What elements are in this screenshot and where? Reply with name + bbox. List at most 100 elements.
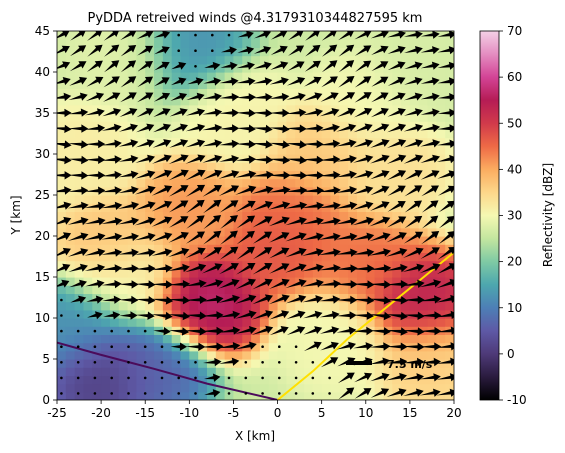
wind-vector (118, 186, 139, 195)
wind-vector (285, 294, 307, 304)
wind-vector (235, 294, 257, 304)
reflectivity-cell (304, 318, 314, 327)
reflectivity-cell (180, 334, 190, 344)
wind-vector (261, 345, 264, 349)
wind-vector (286, 310, 306, 319)
reflectivity-cell (83, 350, 93, 360)
wind-vector (436, 342, 454, 351)
reflectivity-cell (365, 301, 376, 311)
reflectivity-cell (118, 63, 129, 73)
wind-vector (318, 170, 341, 180)
wind-vector (305, 31, 320, 41)
reflectivity-cell (374, 63, 385, 73)
reflectivity-cell (154, 293, 164, 303)
wind-vector (118, 123, 138, 132)
wind-vector (294, 361, 298, 364)
reflectivity-cell (109, 211, 120, 221)
reflectivity-cell (162, 260, 173, 270)
reflectivity-cell (127, 334, 137, 344)
reflectivity-cell (224, 260, 235, 270)
wind-vector (403, 123, 424, 132)
wind-vector (421, 231, 440, 245)
reflectivity-cell (101, 318, 111, 327)
reflectivity-cell (92, 391, 102, 400)
reflectivity-cell (83, 72, 93, 81)
reflectivity-cell (171, 244, 182, 253)
reflectivity-cell (57, 129, 67, 139)
reflectivity-cell (118, 195, 129, 204)
wind-vector (387, 61, 406, 71)
wind-vector (371, 76, 389, 87)
wind-vector (177, 392, 180, 395)
reflectivity-cell (74, 227, 85, 237)
wind-vector (76, 392, 80, 395)
reflectivity-cell (109, 268, 120, 278)
colorbar-tick-label: 30 (507, 209, 522, 223)
reflectivity-cell (198, 391, 208, 400)
reflectivity-cell (65, 31, 76, 40)
reflectivity-cell (374, 137, 385, 147)
reflectivity-cell (409, 318, 420, 327)
reflectivity-cell (286, 113, 296, 122)
reflectivity-cell (348, 318, 358, 327)
reflectivity-cell (259, 383, 270, 393)
reflectivity-cell (154, 211, 164, 221)
wind-vector (252, 155, 274, 164)
reflectivity-cell (365, 80, 376, 89)
reflectivity-cell (251, 186, 261, 196)
wind-vector (437, 263, 454, 275)
reflectivity-cell (286, 211, 296, 221)
reflectivity-cell (109, 80, 120, 89)
reflectivity-cell (409, 88, 420, 98)
reflectivity-cell (259, 145, 270, 155)
wind-vector (168, 247, 190, 257)
reflectivity-cell (295, 72, 305, 81)
wind-vector (169, 216, 189, 228)
wind-vector (403, 139, 424, 148)
reflectivity-cell (295, 203, 305, 212)
wind-vector (235, 278, 256, 290)
reflectivity-cell (109, 301, 120, 311)
wind-vector (437, 46, 454, 55)
wind-vector (437, 154, 454, 164)
reflectivity-cell (286, 195, 296, 204)
reflectivity-cell (74, 55, 85, 65)
wind-vector (354, 45, 372, 56)
wind-vector (118, 295, 139, 305)
reflectivity-cell (251, 260, 261, 270)
reflectivity-cell (251, 326, 261, 335)
wind-vector (437, 77, 454, 86)
reflectivity-cell (401, 293, 411, 303)
reflectivity-cell (436, 219, 446, 229)
reflectivity-cell (392, 318, 402, 327)
reflectivity-cell (189, 88, 199, 98)
reflectivity-cell (295, 318, 305, 327)
wind-vector (167, 263, 190, 273)
reflectivity-cell (74, 318, 85, 327)
wind-vector (420, 92, 440, 102)
reflectivity-cell (101, 236, 111, 245)
wind-vector (251, 185, 274, 194)
reflectivity-cell (136, 375, 146, 385)
reflectivity-cell (259, 301, 270, 311)
reflectivity-cell (136, 309, 146, 319)
wind-vector (169, 108, 188, 117)
reflectivity-cell (198, 72, 208, 81)
reflectivity-cell (224, 55, 235, 65)
reflectivity-cell (65, 318, 76, 327)
reflectivity-cell (154, 39, 164, 48)
reflectivity-cell (268, 96, 279, 106)
reflectivity-cell (312, 55, 323, 65)
reflectivity-cell (286, 244, 296, 253)
reflectivity-cell (409, 309, 420, 319)
wind-vector (60, 314, 63, 317)
wind-vector (236, 263, 256, 275)
reflectivity-cell (277, 88, 287, 98)
reflectivity-cell (180, 145, 190, 155)
wind-vector (285, 155, 307, 165)
reflectivity-cell (312, 88, 323, 98)
reflectivity-cell (418, 219, 429, 229)
reflectivity-cell (127, 342, 137, 352)
reflectivity-cell (242, 236, 252, 245)
reflectivity-cell (339, 129, 349, 139)
